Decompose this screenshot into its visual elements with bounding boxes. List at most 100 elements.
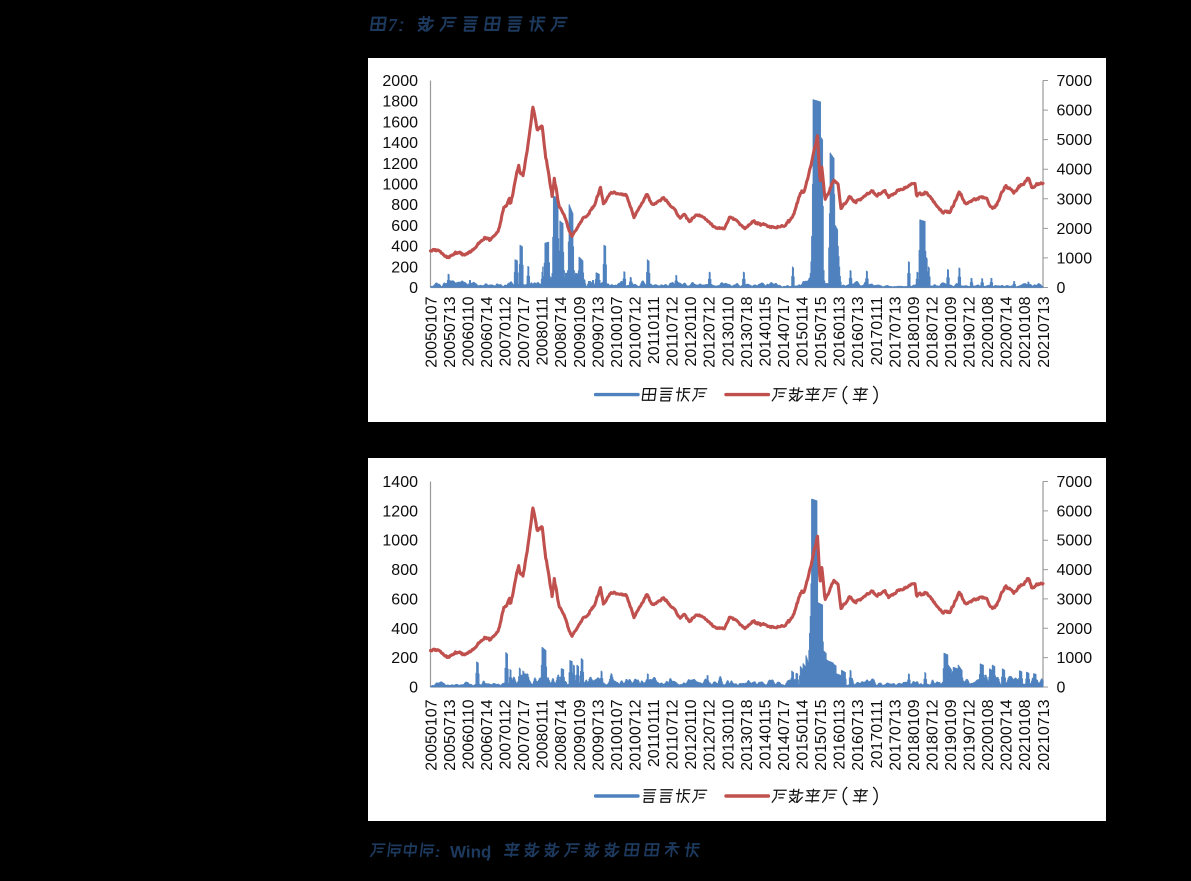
svg-text:2000: 2000 (382, 73, 418, 90)
svg-text:20210713: 20210713 (1036, 296, 1053, 367)
svg-text:20080111: 20080111 (535, 699, 552, 768)
svg-text:20080111: 20080111 (535, 296, 552, 365)
svg-text:0: 0 (409, 680, 418, 697)
svg-text:2000: 2000 (1057, 221, 1093, 238)
svg-text:20130110: 20130110 (720, 296, 737, 366)
svg-text:20070112: 20070112 (498, 699, 515, 769)
svg-text:20170111: 20170111 (869, 296, 886, 365)
svg-text:4000: 4000 (1057, 162, 1093, 179)
svg-text:200: 200 (391, 259, 418, 276)
svg-text:20200108: 20200108 (980, 699, 997, 770)
svg-text:20060714: 20060714 (479, 699, 496, 770)
svg-text:20120110: 20120110 (683, 296, 700, 366)
svg-text:20170111: 20170111 (869, 699, 886, 768)
svg-text:20090109: 20090109 (572, 699, 589, 770)
svg-text:20120110: 20120110 (683, 699, 700, 769)
svg-text:7000: 7000 (1057, 73, 1093, 90)
svg-text:20210108: 20210108 (1017, 699, 1034, 770)
svg-text:5000: 5000 (1057, 533, 1093, 550)
svg-text:20180712: 20180712 (924, 296, 941, 367)
svg-text:20050713: 20050713 (442, 296, 459, 367)
svg-text:800: 800 (391, 197, 418, 214)
svg-text:20100107: 20100107 (609, 296, 626, 367)
svg-text:20160713: 20160713 (850, 699, 867, 770)
svg-text:20060714: 20060714 (479, 296, 496, 367)
svg-text:1000: 1000 (1057, 650, 1093, 667)
svg-text:20140115: 20140115 (757, 699, 774, 769)
svg-text:1200: 1200 (382, 503, 418, 520)
svg-text:20140115: 20140115 (757, 296, 774, 366)
svg-text:20100107: 20100107 (609, 699, 626, 770)
svg-text:20130718: 20130718 (739, 699, 756, 770)
svg-text:600: 600 (391, 218, 418, 235)
svg-text:20130718: 20130718 (739, 296, 756, 367)
svg-text:20080714: 20080714 (553, 699, 570, 770)
svg-text:20190109: 20190109 (943, 699, 960, 770)
svg-text:20050107: 20050107 (423, 699, 440, 770)
svg-text:20190712: 20190712 (962, 699, 979, 770)
svg-text:20070112: 20070112 (498, 296, 515, 366)
svg-text:20190109: 20190109 (943, 296, 960, 367)
svg-text:20110111: 20110111 (646, 296, 663, 364)
svg-text:20050107: 20050107 (423, 296, 440, 367)
svg-text:20160113: 20160113 (832, 296, 849, 366)
svg-text:200: 200 (391, 650, 418, 667)
svg-text:0: 0 (1057, 680, 1066, 697)
svg-text:20090713: 20090713 (590, 296, 607, 367)
svg-text:20060110: 20060110 (460, 296, 477, 366)
svg-text:800: 800 (391, 562, 418, 579)
svg-text:20150715: 20150715 (813, 296, 830, 367)
svg-text:20090109: 20090109 (572, 296, 589, 367)
svg-text:20170713: 20170713 (887, 699, 904, 770)
svg-text:20140717: 20140717 (776, 296, 793, 367)
svg-text:0: 0 (1057, 280, 1066, 297)
svg-text:20120712: 20120712 (702, 296, 719, 367)
svg-text:20200714: 20200714 (999, 699, 1016, 770)
svg-text:20090713: 20090713 (590, 699, 607, 770)
svg-text:600: 600 (391, 591, 418, 608)
svg-text:7000: 7000 (1057, 474, 1093, 491)
svg-text:20210713: 20210713 (1036, 699, 1053, 770)
svg-text:20170713: 20170713 (887, 296, 904, 367)
svg-text:4000: 4000 (1057, 562, 1093, 579)
svg-text:20160113: 20160113 (832, 699, 849, 769)
svg-text:20150114: 20150114 (795, 296, 812, 366)
svg-text:20190712: 20190712 (962, 296, 979, 367)
svg-text:20050713: 20050713 (442, 699, 459, 770)
svg-text:1400: 1400 (382, 135, 418, 152)
svg-text:3000: 3000 (1057, 591, 1093, 608)
svg-text:1800: 1800 (382, 94, 418, 111)
svg-text:1000: 1000 (382, 177, 418, 194)
svg-text:20140717: 20140717 (776, 699, 793, 770)
svg-text:20070717: 20070717 (516, 699, 533, 770)
svg-text:20210108: 20210108 (1017, 296, 1034, 367)
svg-text:1200: 1200 (382, 156, 418, 173)
svg-text:20160713: 20160713 (850, 296, 867, 367)
svg-text:1600: 1600 (382, 114, 418, 131)
svg-text:20180109: 20180109 (906, 296, 923, 367)
svg-text:400: 400 (391, 621, 418, 638)
svg-text:20070717: 20070717 (516, 296, 533, 367)
svg-text:20100712: 20100712 (628, 699, 645, 770)
svg-text:20150114: 20150114 (795, 699, 812, 769)
svg-text:2000: 2000 (1057, 621, 1093, 638)
svg-text:3000: 3000 (1057, 191, 1093, 208)
svg-text:20100712: 20100712 (628, 296, 645, 367)
svg-text:6000: 6000 (1057, 103, 1093, 120)
svg-text:400: 400 (391, 239, 418, 256)
svg-text:20180109: 20180109 (906, 699, 923, 770)
svg-text:5000: 5000 (1057, 132, 1093, 149)
svg-text:20180712: 20180712 (924, 699, 941, 770)
svg-text:20200108: 20200108 (980, 296, 997, 367)
svg-text:1400: 1400 (382, 474, 418, 491)
svg-text:20130110: 20130110 (720, 699, 737, 769)
svg-text:20150715: 20150715 (813, 699, 830, 770)
svg-text:20060110: 20060110 (460, 699, 477, 769)
svg-text:1000: 1000 (1057, 250, 1093, 267)
svg-text:7: 7 (388, 15, 398, 35)
svg-text:1000: 1000 (382, 533, 418, 550)
svg-text:0: 0 (409, 280, 418, 297)
svg-text:6000: 6000 (1057, 503, 1093, 520)
svg-text:20110111: 20110111 (646, 699, 663, 767)
svg-text:20110712: 20110712 (665, 296, 682, 366)
